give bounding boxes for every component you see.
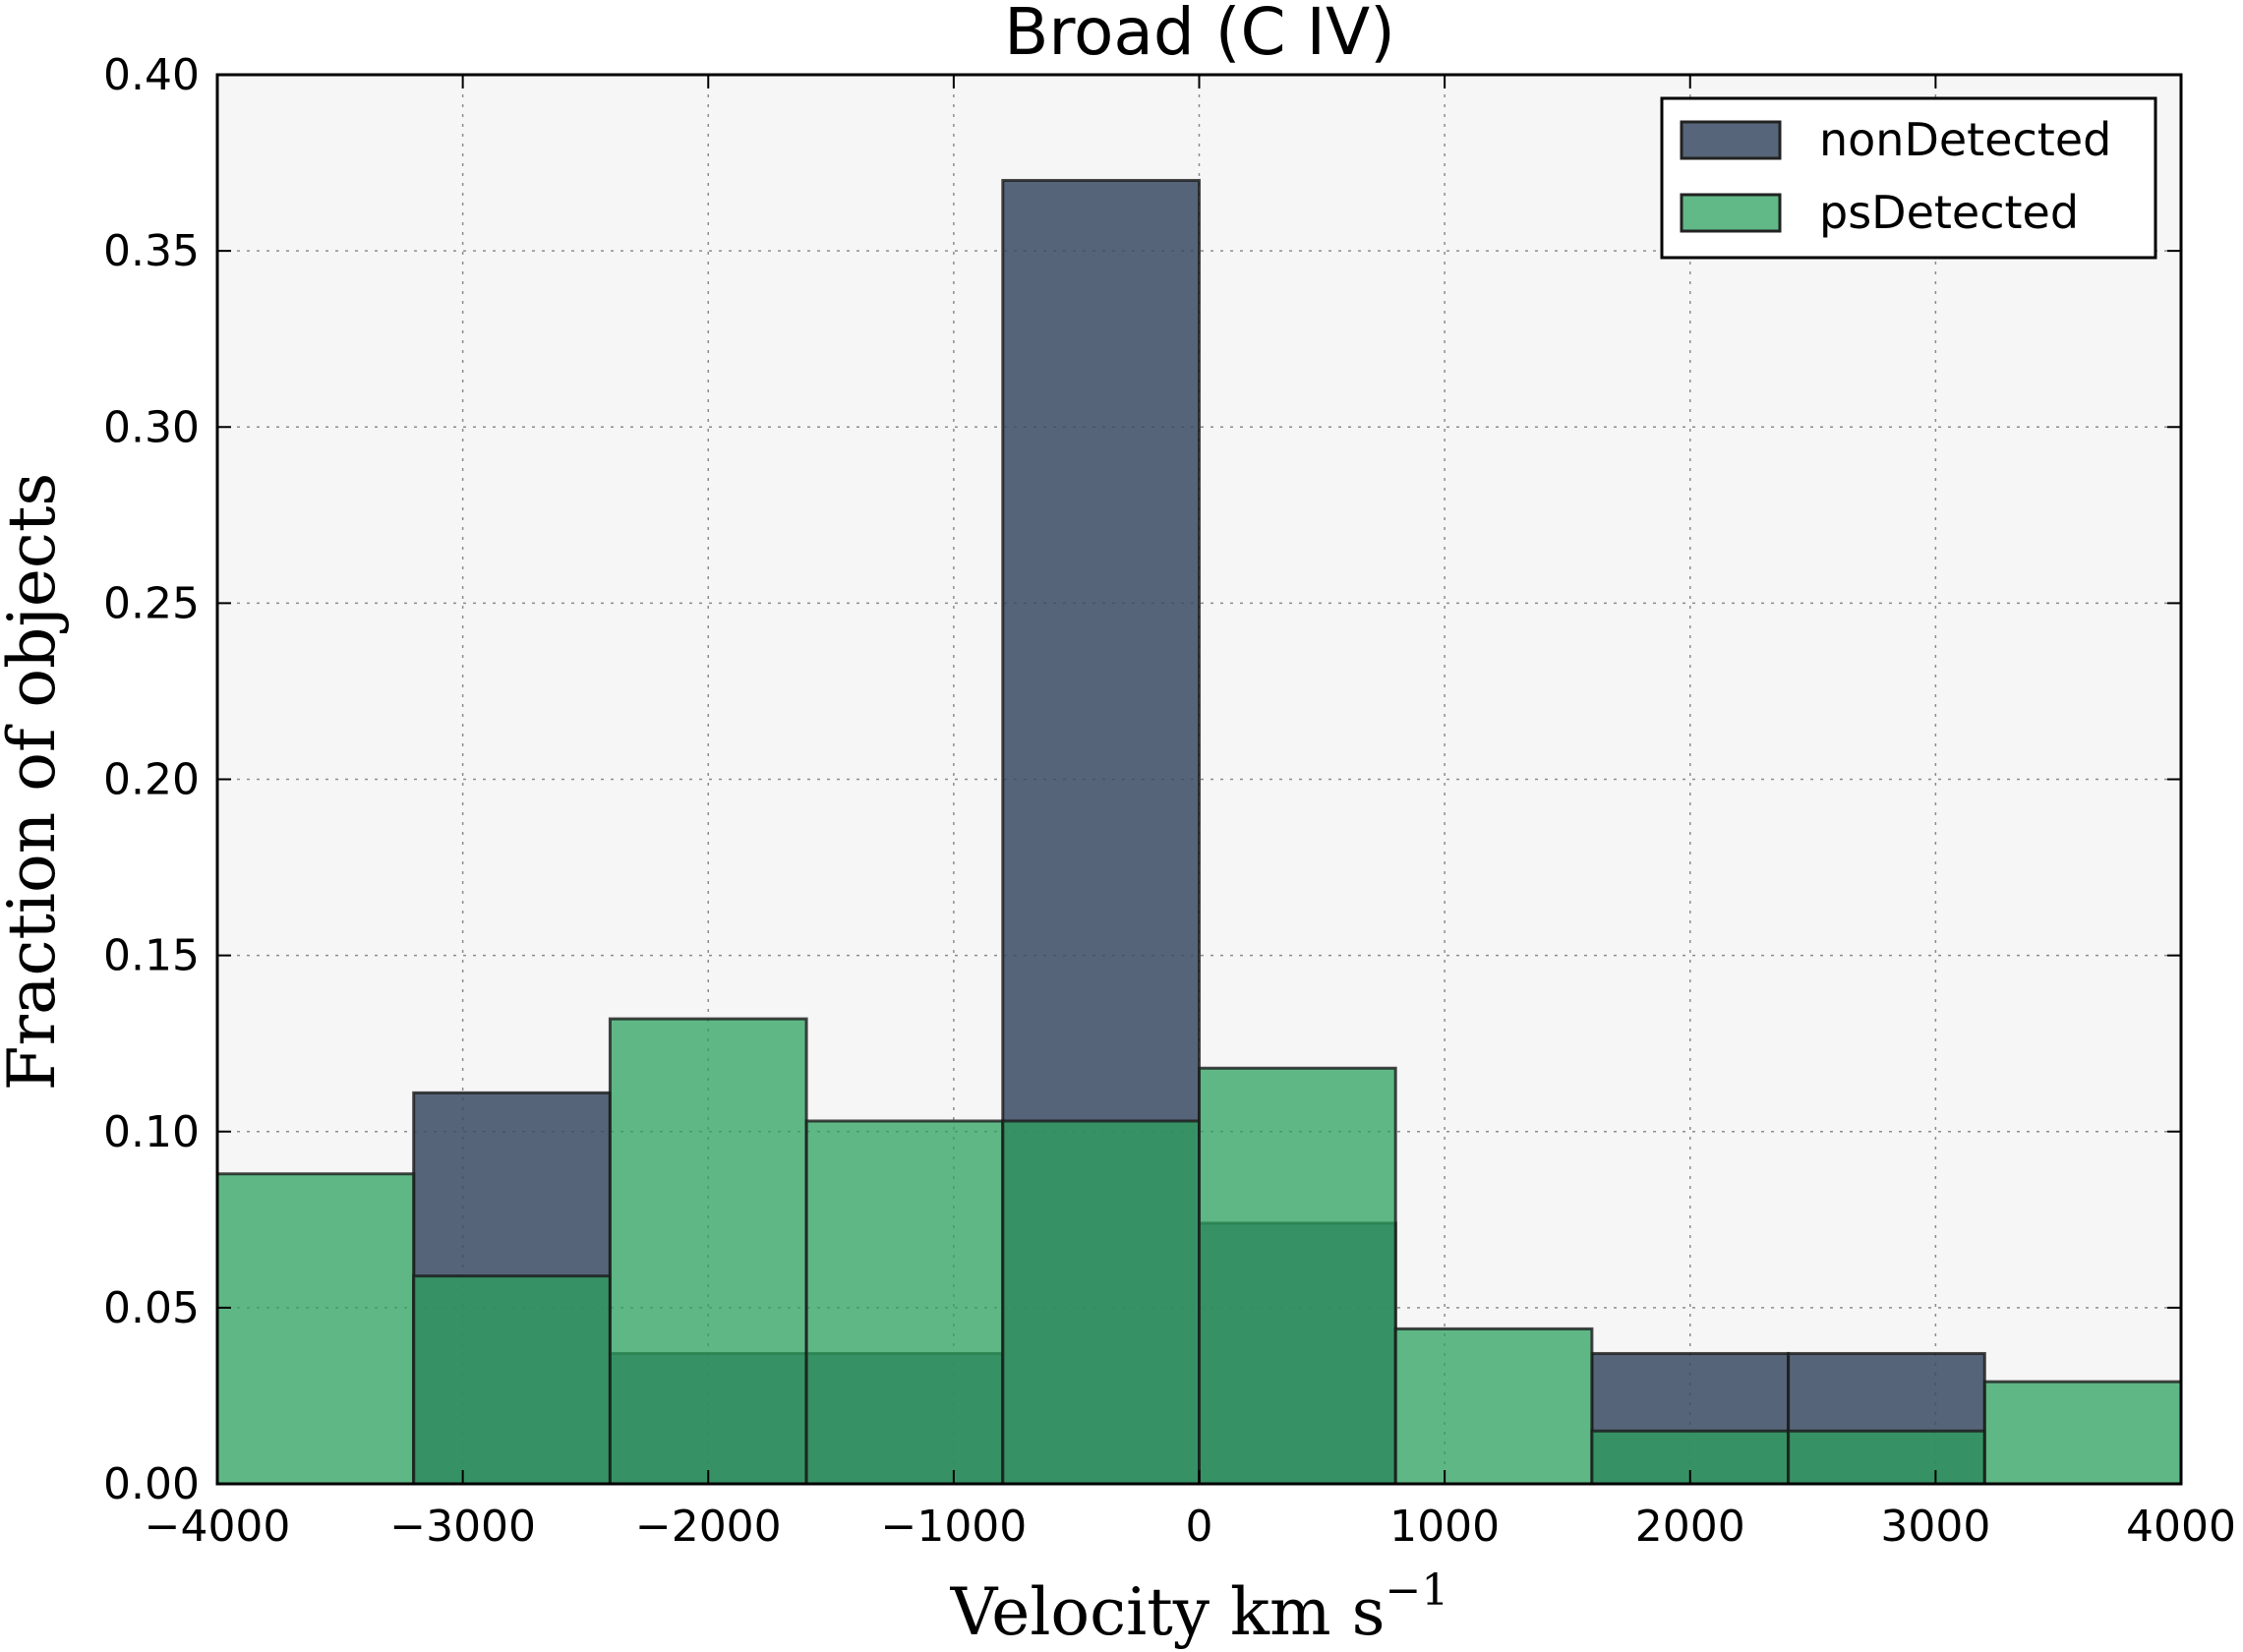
bar-psDetected-bin-1 — [412, 1274, 612, 1486]
axis-ticks — [216, 74, 2182, 1485]
x-tick-label: −3000 — [389, 1502, 536, 1552]
legend-label-nonDetected: nonDetected — [1819, 113, 2111, 166]
bar-psDetected-bin-9 — [1982, 1380, 2183, 1486]
legend-label-psDetected: psDetected — [1819, 186, 2079, 239]
x-axis-label-exponent: −1 — [1385, 1565, 1448, 1616]
bar-psDetected-bin-0 — [215, 1172, 416, 1486]
histogram-bars — [215, 178, 2183, 1486]
bar-psDetected-bin-5 — [1198, 1066, 1397, 1486]
bar-psDetected-bin-3 — [804, 1119, 1005, 1486]
bar-psDetected-bin-2 — [608, 1017, 808, 1486]
y-tick-label: 0.10 — [103, 1107, 200, 1157]
y-axis-label: Fraction of objects — [0, 473, 70, 1092]
chart-title: Broad (C IV) — [1004, 0, 1395, 70]
x-tick-label: 0 — [1186, 1502, 1213, 1552]
bar-psDetected-bin-4 — [1001, 1119, 1201, 1486]
x-tick-label: 3000 — [1880, 1502, 1990, 1552]
bar-psDetected-bin-8 — [1787, 1429, 1986, 1486]
y-tick-label: 0.35 — [103, 226, 200, 276]
y-tick-label: 0.15 — [103, 931, 200, 981]
x-tick-label: 1000 — [1389, 1502, 1500, 1552]
legend-swatch-nonDetected — [1680, 120, 1782, 160]
y-tick-label: 0.05 — [103, 1283, 200, 1333]
x-tick-label: 2000 — [1635, 1502, 1745, 1552]
y-tick-label: 0.20 — [103, 755, 200, 805]
tick-labels: −4000 −3000 −2000 −1000 0 1000 2000 3000 4000 0.0… — [103, 50, 2236, 1552]
bar-psDetected-bin-6 — [1393, 1327, 1594, 1486]
y-tick-label: 0.40 — [103, 50, 200, 100]
x-tick-label: −2000 — [635, 1502, 782, 1552]
x-axis-label-main: Velocity km s — [950, 1574, 1386, 1650]
y-tick-label: 0.30 — [103, 402, 200, 452]
y-tick-label: 0.00 — [103, 1459, 200, 1509]
x-tick-label: 4000 — [2126, 1502, 2236, 1552]
legend-swatch-psDetected — [1680, 193, 1782, 233]
x-tick-label: −1000 — [880, 1502, 1027, 1552]
y-tick-label: 0.25 — [103, 578, 200, 628]
x-tick-label: −4000 — [145, 1502, 291, 1552]
series-psDetected — [215, 1017, 2183, 1486]
legend: nonDetected psDetected — [1660, 96, 2157, 260]
x-axis-label: Velocity km s−1 — [950, 1565, 1449, 1650]
